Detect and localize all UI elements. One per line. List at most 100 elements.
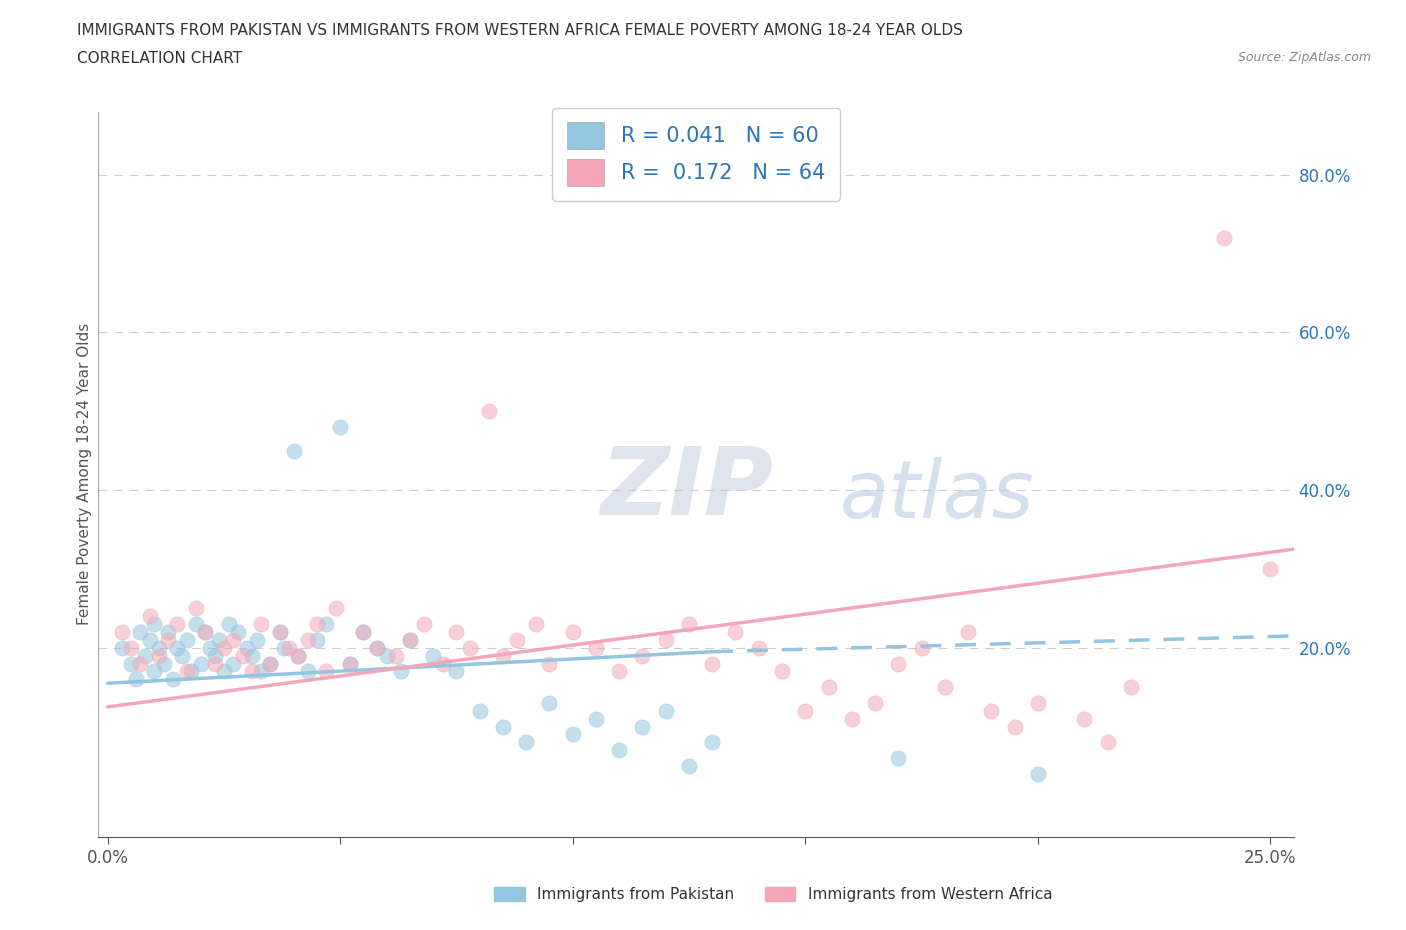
Point bbox=[492, 719, 515, 734]
Point bbox=[138, 609, 160, 624]
Point bbox=[180, 664, 202, 679]
Point bbox=[222, 632, 245, 647]
Point bbox=[468, 703, 491, 718]
Point bbox=[315, 617, 337, 631]
Point bbox=[607, 664, 630, 679]
Point bbox=[212, 664, 235, 679]
Point bbox=[446, 625, 468, 640]
Point bbox=[770, 664, 793, 679]
Point bbox=[399, 632, 422, 647]
Point bbox=[1026, 696, 1049, 711]
Point bbox=[724, 625, 747, 640]
Point bbox=[748, 641, 770, 656]
Y-axis label: Female Poverty Among 18-24 Year Olds: Female Poverty Among 18-24 Year Olds bbox=[77, 324, 91, 626]
Point bbox=[287, 648, 309, 663]
Text: CORRELATION CHART: CORRELATION CHART bbox=[77, 51, 242, 66]
Point bbox=[120, 656, 142, 671]
Point bbox=[366, 641, 388, 656]
Point bbox=[162, 671, 184, 686]
Point bbox=[250, 617, 273, 631]
Point bbox=[152, 656, 174, 671]
Point bbox=[129, 656, 152, 671]
Point bbox=[315, 664, 337, 679]
Point bbox=[305, 632, 328, 647]
Text: IMMIGRANTS FROM PAKISTAN VS IMMIGRANTS FROM WESTERN AFRICA FEMALE POVERTY AMONG : IMMIGRANTS FROM PAKISTAN VS IMMIGRANTS F… bbox=[77, 23, 963, 38]
Point bbox=[385, 648, 408, 663]
Point bbox=[176, 632, 198, 647]
Point bbox=[794, 703, 817, 718]
Point bbox=[250, 664, 273, 679]
Point bbox=[339, 656, 361, 671]
Point bbox=[287, 648, 309, 663]
Point bbox=[176, 664, 198, 679]
Point bbox=[422, 648, 444, 663]
Text: Source: ZipAtlas.com: Source: ZipAtlas.com bbox=[1237, 51, 1371, 64]
Point bbox=[124, 671, 146, 686]
Point bbox=[841, 711, 863, 726]
Point bbox=[1097, 735, 1119, 750]
Point bbox=[259, 656, 281, 671]
Point bbox=[194, 625, 217, 640]
Point bbox=[129, 625, 152, 640]
Point bbox=[190, 656, 212, 671]
Point bbox=[655, 703, 678, 718]
Point bbox=[148, 641, 170, 656]
Point bbox=[208, 632, 231, 647]
Point bbox=[111, 625, 134, 640]
Point bbox=[375, 648, 398, 663]
Point bbox=[259, 656, 281, 671]
Point bbox=[157, 632, 180, 647]
Point bbox=[222, 656, 245, 671]
Point bbox=[204, 648, 226, 663]
Point bbox=[353, 625, 375, 640]
Point bbox=[166, 641, 188, 656]
Point bbox=[204, 656, 226, 671]
Point bbox=[157, 625, 180, 640]
Point bbox=[143, 664, 166, 679]
Point bbox=[1073, 711, 1095, 726]
Legend: R = 0.041   N = 60, R =  0.172   N = 64: R = 0.041 N = 60, R = 0.172 N = 64 bbox=[553, 108, 839, 201]
Point bbox=[366, 641, 388, 656]
Point bbox=[980, 703, 1002, 718]
Point bbox=[655, 632, 678, 647]
Point bbox=[678, 759, 700, 774]
Point bbox=[506, 632, 529, 647]
Point bbox=[240, 664, 263, 679]
Point bbox=[446, 664, 468, 679]
Point bbox=[561, 727, 583, 742]
Point bbox=[138, 632, 160, 647]
Point bbox=[1026, 766, 1049, 781]
Point bbox=[172, 648, 194, 663]
Point bbox=[245, 632, 267, 647]
Point bbox=[240, 648, 263, 663]
Point bbox=[339, 656, 361, 671]
Point bbox=[538, 656, 561, 671]
Point bbox=[329, 419, 352, 434]
Point bbox=[702, 656, 724, 671]
Point bbox=[325, 601, 347, 616]
Legend: Immigrants from Pakistan, Immigrants from Western Africa: Immigrants from Pakistan, Immigrants fro… bbox=[488, 881, 1059, 909]
Point bbox=[863, 696, 886, 711]
Point bbox=[887, 656, 910, 671]
Point bbox=[956, 625, 979, 640]
Point bbox=[269, 625, 291, 640]
Point bbox=[134, 648, 156, 663]
Point bbox=[198, 641, 221, 656]
Point bbox=[283, 444, 305, 458]
Point bbox=[910, 641, 932, 656]
Point bbox=[1004, 719, 1026, 734]
Point bbox=[460, 641, 482, 656]
Point bbox=[148, 648, 170, 663]
Point bbox=[143, 617, 166, 631]
Point bbox=[585, 641, 607, 656]
Point bbox=[111, 641, 134, 656]
Point bbox=[278, 641, 301, 656]
Point bbox=[236, 641, 259, 656]
Point bbox=[1212, 231, 1234, 246]
Point bbox=[538, 696, 561, 711]
Point bbox=[678, 617, 700, 631]
Point bbox=[817, 680, 839, 695]
Text: atlas: atlas bbox=[839, 457, 1035, 535]
Point bbox=[934, 680, 956, 695]
Point bbox=[702, 735, 724, 750]
